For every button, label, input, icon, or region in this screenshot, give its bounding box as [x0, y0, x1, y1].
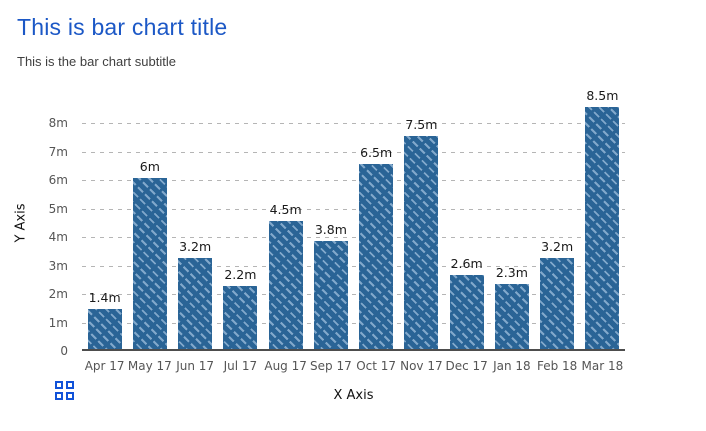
bar-mar-18[interactable]: [585, 107, 620, 349]
bar-oct-17[interactable]: [359, 164, 394, 349]
bar-jul-17[interactable]: [223, 286, 258, 349]
plot-area: 1.4m 6m 3.2m 2.2m 4.5m 3.8m 6.5m 7.5m 2.6m 2.3m 3.…: [82, 88, 625, 351]
y-tick-label: 6m: [48, 173, 68, 188]
grid-square: [55, 392, 63, 400]
x-tick-label: Sep 17: [310, 359, 352, 373]
bar-value-label: 3.2m: [179, 238, 212, 254]
bar-value-label: 2.6m: [450, 256, 483, 272]
x-tick-label: May 17: [127, 359, 172, 373]
x-tick-label: Oct 17: [356, 359, 397, 373]
bar-value-label: 1.4m: [88, 290, 121, 306]
bar-may-17[interactable]: [132, 178, 167, 349]
gridline: [82, 208, 625, 210]
bar-value-label: 7.5m: [405, 116, 438, 132]
bar-jan-18[interactable]: [494, 283, 529, 349]
y-tick-label: 3m: [48, 258, 68, 273]
gridline: [82, 123, 625, 125]
gridline: [82, 237, 625, 239]
x-tick-label: Dec 17: [445, 359, 488, 373]
bar-sep-17[interactable]: [313, 240, 348, 349]
y-tick-label: 0: [60, 344, 68, 358]
x-axis-title: X Axis: [333, 388, 374, 403]
gridline: [82, 322, 625, 324]
bar-dec-17[interactable]: [449, 275, 484, 349]
x-tick-label: Jan 18: [493, 359, 531, 373]
x-tick-label: Jun 17: [176, 359, 215, 373]
bar-value-label: 8.5m: [586, 88, 619, 104]
y-axis-tick-labels: 0 1m 2m 3m 4m 5m 6m 7m 8m: [0, 95, 74, 358]
grid-square: [66, 392, 74, 400]
x-axis-tick-labels: Apr 17 May 17 Jun 17 Jul 17 Aug 17 Sep 17 Oct …: [82, 359, 625, 375]
bar-value-label: 2.2m: [224, 267, 257, 283]
chart-subtitle: This is the bar chart subtitle: [17, 54, 176, 69]
bar-jun-17[interactable]: [178, 257, 213, 349]
grid-square: [66, 381, 74, 389]
x-tick-label: Apr 17: [84, 359, 125, 373]
gridline: [82, 265, 625, 267]
gridline: [82, 294, 625, 296]
x-tick-label: Nov 17: [400, 359, 443, 373]
y-tick-label: 5m: [48, 201, 68, 216]
bar-value-label: 6m: [139, 159, 160, 175]
x-tick-label: Jul 17: [223, 359, 258, 373]
bar-value-label: 2.3m: [495, 264, 528, 280]
y-tick-label: 7m: [48, 144, 68, 159]
grid-square: [55, 381, 63, 389]
bar-feb-18[interactable]: [540, 257, 575, 349]
bar-value-label: 3.2m: [541, 238, 574, 254]
bar-value-label: 6.5m: [360, 145, 393, 161]
y-tick-label: 1m: [48, 315, 68, 330]
bar-nov-17[interactable]: [404, 135, 439, 349]
x-tick-label: Feb 18: [536, 359, 578, 373]
bar-aug-17[interactable]: [268, 221, 303, 349]
y-tick-label: 8m: [48, 116, 68, 131]
y-tick-label: 4m: [48, 230, 68, 245]
x-tick-label: Mar 18: [581, 359, 624, 373]
gridline: [82, 151, 625, 153]
x-tick-label: Aug 17: [264, 359, 307, 373]
y-tick-label: 2m: [48, 287, 68, 302]
grid-2x2-icon[interactable]: [55, 381, 74, 400]
bar-value-label: 3.8m: [314, 221, 347, 237]
gridline: [82, 180, 625, 182]
bar-apr-17[interactable]: [87, 309, 122, 349]
chart-title: This is bar chart title: [17, 14, 228, 40]
bar-value-label: 4.5m: [269, 202, 302, 217]
